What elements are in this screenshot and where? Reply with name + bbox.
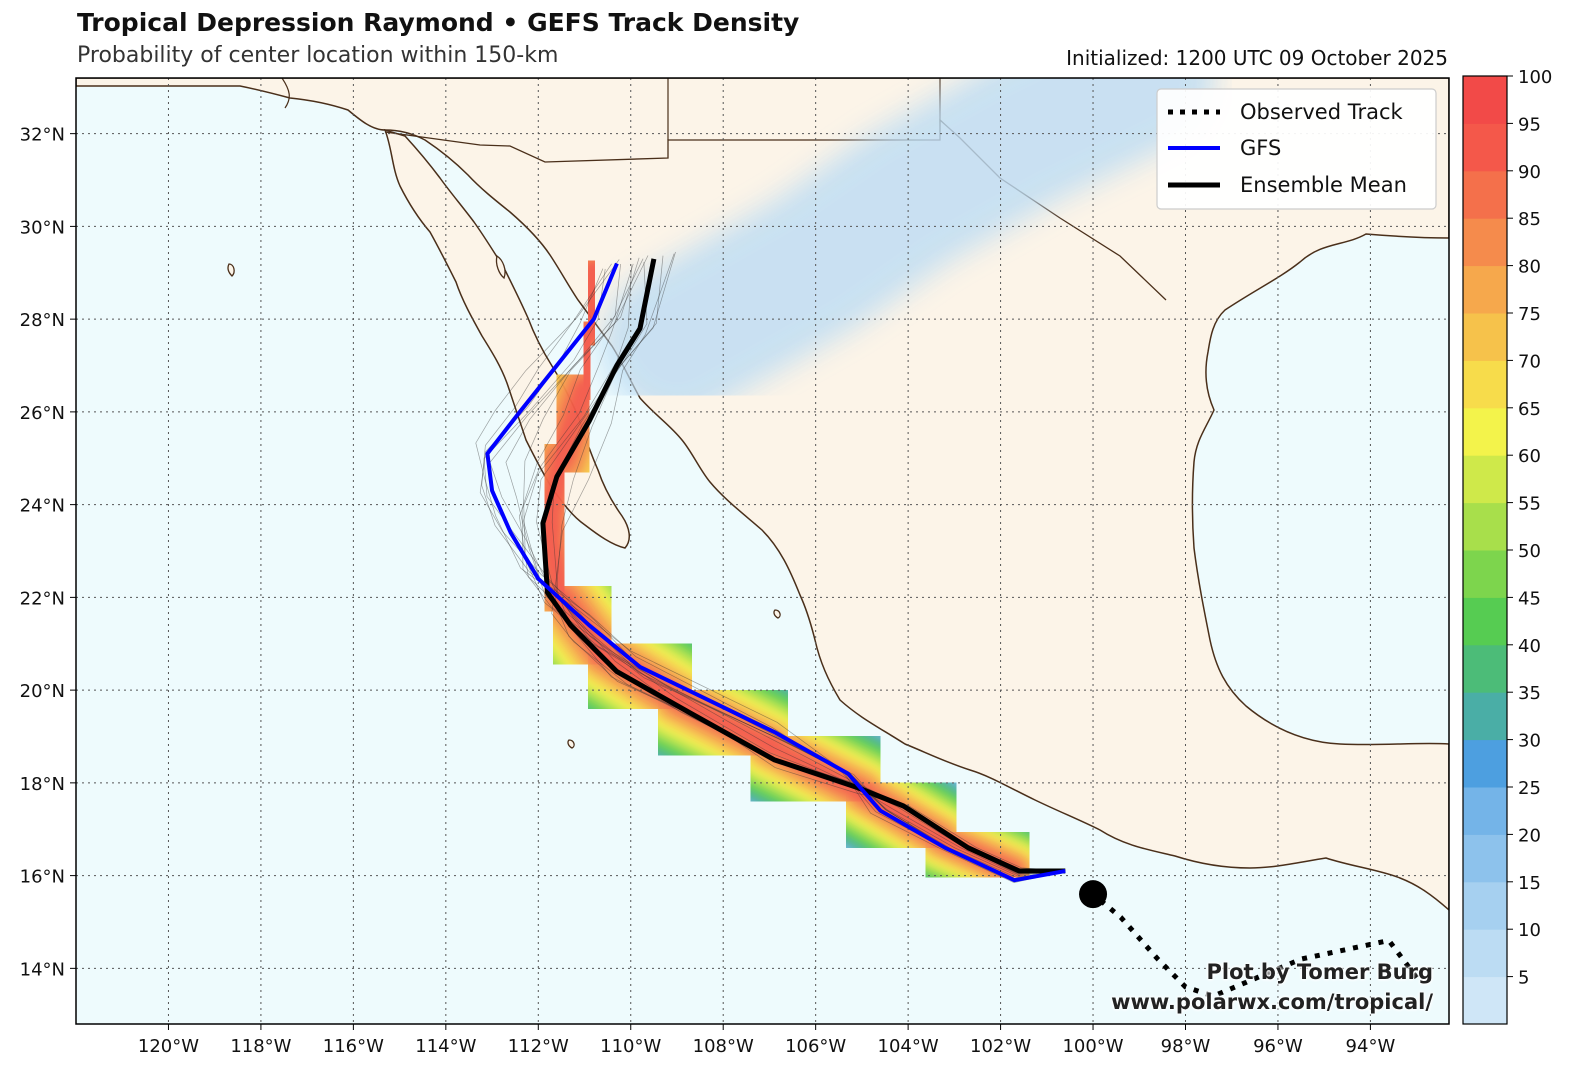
lon-tick-label: 120°W bbox=[138, 1036, 199, 1057]
colorbar-segment bbox=[1463, 218, 1507, 267]
legend-box bbox=[1156, 88, 1437, 210]
colorbar-segment bbox=[1463, 692, 1507, 741]
latitude-axis: 14°N 16°N 18°N 20°N 22°N 24°N 26°N 28°N 30°N 32°N bbox=[20, 125, 76, 980]
plot-frame bbox=[75, 77, 1450, 1025]
colorbar-segment bbox=[1463, 644, 1507, 693]
colorbar-segment bbox=[1463, 360, 1507, 409]
colorbar-segment bbox=[1463, 787, 1507, 835]
density-contour-segment bbox=[536, 517, 573, 608]
ensemble-member-track bbox=[489, 263, 1066, 880]
legend-mean-label: Ensemble Mean bbox=[1240, 173, 1407, 197]
plot-credit: Plot by Tomer Burg www.polarwx.com/tropi… bbox=[1111, 957, 1433, 1017]
initialized-label: Initialized: 1200 UTC 09 October 2025 bbox=[1066, 46, 1448, 70]
colorbar-tick-label: 70 bbox=[1518, 351, 1541, 372]
colorbar-tick-label: 20 bbox=[1518, 825, 1541, 846]
lon-tick-label: 110°W bbox=[600, 1036, 661, 1057]
lon-tick-label: 106°W bbox=[785, 1036, 846, 1057]
ensemble-member-track bbox=[483, 268, 1066, 881]
colorbar-segment bbox=[1463, 881, 1507, 930]
colorbar-tick-label: 50 bbox=[1518, 541, 1541, 562]
colorbar-tick-label: 35 bbox=[1518, 683, 1541, 704]
colorbar-segment bbox=[1463, 550, 1507, 598]
colorbar-segment bbox=[1463, 407, 1507, 456]
lat-tick-label: 32°N bbox=[20, 125, 65, 146]
colorbar-tick-label: 25 bbox=[1518, 778, 1541, 799]
probability-colorbar: 5 10 15 20 25 30 35 40 45 50 55 60 65 70 75 80 85 90 95 100 bbox=[1462, 67, 1552, 1025]
lat-tick-label: 28°N bbox=[20, 310, 65, 331]
lat-tick-label: 18°N bbox=[20, 774, 65, 795]
colorbar-segment bbox=[1463, 170, 1507, 219]
colorbar-segment bbox=[1463, 123, 1507, 172]
colorbar-tick-label: 30 bbox=[1518, 731, 1541, 752]
colorbar-tick-label: 55 bbox=[1518, 494, 1541, 515]
ensemble-member-track bbox=[521, 258, 1066, 876]
map-subtitle: Probability of center location within 15… bbox=[77, 43, 559, 68]
us-state-line-far-west bbox=[281, 78, 290, 109]
colorbar-segment bbox=[1463, 976, 1507, 1025]
us-mexico-border bbox=[384, 118, 1167, 301]
colorbar-tick-label: 75 bbox=[1518, 304, 1541, 325]
colorbar-segment bbox=[1463, 929, 1507, 978]
ensemble-member-track bbox=[551, 253, 1066, 872]
lat-tick-label: 30°N bbox=[20, 217, 65, 238]
colorbar-segment bbox=[1463, 313, 1507, 361]
lon-tick-label: 108°W bbox=[693, 1036, 754, 1057]
gfs-track-line bbox=[485, 262, 1066, 883]
lon-tick-label: 114°W bbox=[415, 1036, 476, 1057]
colorbar-tick-label: 85 bbox=[1518, 209, 1541, 230]
legend-observed-label: Observed Track bbox=[1240, 100, 1403, 124]
lon-tick-label: 112°W bbox=[508, 1036, 569, 1057]
current-position-marker bbox=[1079, 880, 1108, 909]
colorbar-segment bbox=[1463, 265, 1507, 314]
lon-tick-label: 102°W bbox=[970, 1036, 1031, 1057]
colorbar-tick-label: 65 bbox=[1518, 399, 1541, 420]
colorbar-segment bbox=[1463, 739, 1507, 788]
lat-tick-label: 20°N bbox=[20, 681, 65, 702]
lat-tick-label: 24°N bbox=[20, 496, 65, 517]
colorbar-segment bbox=[1463, 597, 1507, 646]
colorbar-tick-label: 5 bbox=[1518, 968, 1529, 989]
colorbar-tick-label: 80 bbox=[1518, 257, 1541, 278]
lat-tick-label: 16°N bbox=[20, 867, 65, 888]
legend: Observed Track GFS Ensemble Mean bbox=[1156, 88, 1437, 210]
density-contour-segment bbox=[668, 690, 779, 755]
lon-tick-label: 118°W bbox=[230, 1036, 291, 1057]
colorbar-segment bbox=[1463, 455, 1507, 504]
lon-tick-label: 116°W bbox=[323, 1036, 384, 1057]
colorbar-tick-label: 60 bbox=[1518, 446, 1541, 467]
lat-lon-gridlines bbox=[76, 78, 1449, 1024]
lat-tick-label: 22°N bbox=[20, 588, 65, 609]
colorbar-tick-label: 100 bbox=[1518, 67, 1552, 88]
colorbar-tick-label: 45 bbox=[1518, 588, 1541, 609]
legend-gfs-label: GFS bbox=[1240, 136, 1281, 160]
guadalupe-island bbox=[227, 263, 235, 277]
lon-tick-label: 96°W bbox=[1253, 1036, 1303, 1057]
colorbar-tick-label: 10 bbox=[1518, 920, 1541, 941]
ensemble-member-track bbox=[518, 263, 1066, 875]
ensemble-mean-track-line bbox=[540, 258, 1066, 874]
density-contour-segment bbox=[854, 784, 949, 847]
colorbar-tick-label: 95 bbox=[1518, 114, 1541, 135]
lon-tick-label: 98°W bbox=[1161, 1036, 1211, 1057]
density-contour-segment bbox=[593, 643, 687, 709]
credit-url: www.polarwx.com/tropical/ bbox=[1111, 990, 1433, 1014]
lon-tick-label: 104°W bbox=[878, 1036, 939, 1057]
colorbar-tick-label: 15 bbox=[1518, 873, 1541, 894]
map-title: Tropical Depression Raymond • GEFS Track… bbox=[77, 8, 800, 37]
lat-tick-label: 26°N bbox=[20, 403, 65, 424]
lon-tick-label: 94°W bbox=[1346, 1036, 1396, 1057]
lon-tick-label: 100°W bbox=[1062, 1036, 1123, 1057]
longitude-axis: 120°W 118°W 116°W 114°W 112°W 110°W 108°W 106°W… bbox=[138, 1024, 1396, 1057]
tres-marias-island bbox=[773, 609, 781, 619]
colorbar-tick-label: 90 bbox=[1518, 162, 1541, 183]
colorbar-segment bbox=[1463, 502, 1507, 551]
colorbar-segment bbox=[1463, 76, 1507, 124]
colorbar-segment bbox=[1463, 834, 1507, 883]
colorbar-tick-label: 40 bbox=[1518, 636, 1541, 657]
credit-author: Plot by Tomer Burg bbox=[1206, 960, 1434, 984]
lat-tick-label: 14°N bbox=[20, 959, 65, 980]
